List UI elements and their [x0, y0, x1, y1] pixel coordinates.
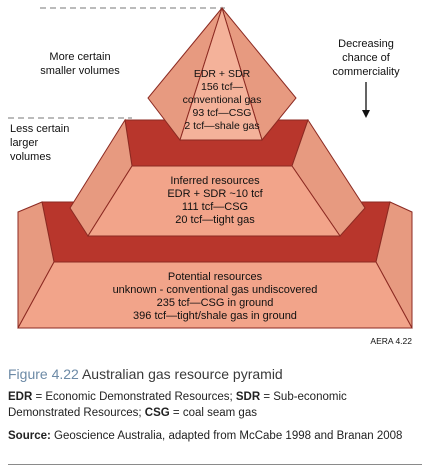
tier-middle-line-2: EDR + SDR ~10 tcf	[167, 188, 263, 200]
abbr-edr-key: EDR	[8, 391, 33, 403]
abbr-sdr-key: SDR	[235, 391, 261, 403]
figure-title: Australian gas resource pyramid	[81, 366, 283, 382]
down-arrow-icon	[362, 82, 370, 118]
tier-middle-text: Inferred resources EDR + SDR ~10 tcf 111…	[167, 175, 263, 226]
label-more-certain-line-2: smaller volumes	[40, 65, 120, 77]
tier-top-line-1: EDR + SDR	[194, 68, 251, 80]
tier-top-front-face	[179, 6, 263, 141]
abbr-csg-text: = coal seam gas	[169, 407, 257, 419]
source-note: Source: Geoscience Australia, adapted fr…	[8, 428, 422, 444]
tier-top-line-5: 2 tcf—shale gas	[184, 120, 259, 132]
resource-pyramid-diagram: EDR + SDR 156 tcf— conventional gas 93 t…	[8, 6, 413, 346]
abbr-csg-key: CSG	[144, 407, 170, 419]
label-decreasing-line-2: chance of	[342, 52, 391, 64]
bottom-divider	[8, 464, 422, 465]
label-decreasing-commerciality: Decreasing chance of commerciality	[332, 38, 400, 78]
figure-reference: AERA 4.22	[370, 336, 412, 346]
tier-bottom-line-3: 235 tcf—CSG in ground	[157, 297, 274, 309]
tier-bottom-line-4: 396 tcf—tight/shale gas in ground	[133, 310, 297, 322]
label-decreasing-line-3: commerciality	[332, 66, 400, 78]
tier-top-line-2: 156 tcf—	[201, 81, 244, 93]
figure-caption: Figure 4.22 Australian gas resource pyra…	[8, 366, 422, 382]
label-less-certain-line-1: Less certain	[10, 123, 69, 135]
tier-middle-front-face	[87, 165, 341, 237]
label-more-certain: More certain smaller volumes	[40, 51, 120, 77]
label-less-certain-line-2: larger	[10, 137, 38, 149]
tier-top-line-4: 93 tcf—CSG	[193, 107, 252, 119]
label-more-certain-line-1: More certain	[49, 51, 110, 63]
label-less-certain: Less certain larger volumes	[10, 123, 69, 163]
abbr-sdr-text: = Sub-economic Demonstrated Resources;	[8, 391, 347, 419]
label-decreasing-line-1: Decreasing	[338, 38, 394, 50]
abbr-edr-text: = Economic Demonstrated Resources;	[32, 391, 236, 403]
figure-number: Figure 4.22	[8, 366, 79, 382]
label-less-certain-line-3: volumes	[10, 151, 51, 163]
tier-bottom-text: Potential resources unknown - convention…	[113, 271, 318, 322]
tier-middle-line-1: Inferred resources	[170, 175, 260, 187]
source-text: Geoscience Australia, adapted from McCab…	[50, 430, 403, 442]
abbreviations-note: EDR = Economic Demonstrated Resources; S…	[8, 389, 422, 421]
tier-top-line-3: conventional gas	[183, 94, 262, 106]
tier-bottom-front-face	[17, 261, 413, 329]
tier-top-text: EDR + SDR 156 tcf— conventional gas 93 t…	[183, 68, 262, 132]
source-key: Source:	[8, 430, 51, 442]
tier-middle-line-4: 20 tcf—tight gas	[175, 214, 255, 226]
tier-top	[147, 6, 297, 142]
tier-bottom-line-2: unknown - conventional gas undiscovered	[113, 284, 318, 296]
tier-bottom-line-1: Potential resources	[168, 271, 263, 283]
tier-middle-line-3: 111 tcf—CSG	[182, 201, 248, 213]
